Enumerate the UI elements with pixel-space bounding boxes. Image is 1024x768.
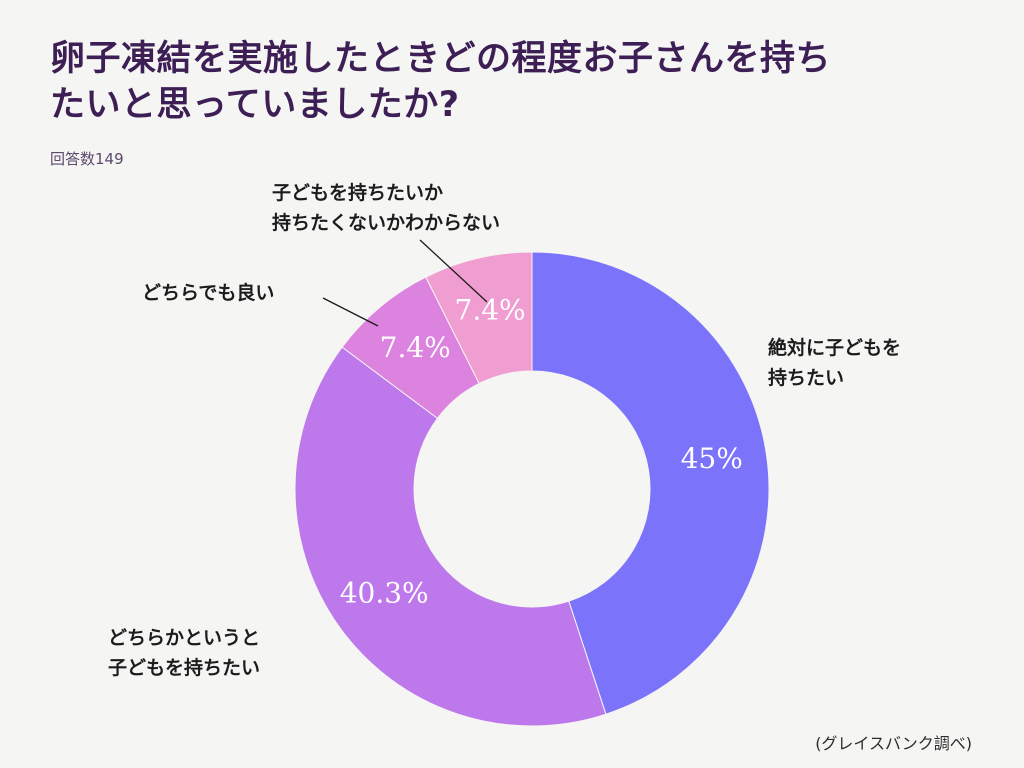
- slice-label-unsure: 子どもを持ちたいか 持ちたくないかわからない: [272, 178, 500, 238]
- slice-label-line: どちらでも良い: [142, 282, 275, 304]
- leader-line-unsure: [419, 239, 488, 303]
- title-line-2: たいと思っていましたか?: [50, 85, 460, 125]
- slice-label-line: 子どもを持ちたい: [108, 657, 261, 679]
- source-note: (グレイスバンク調べ): [815, 734, 972, 753]
- value-label-definitely-want: 45%: [681, 442, 743, 475]
- slice-label-line: どちらかというと: [108, 627, 261, 649]
- value-label-rather-want: 40.3%: [340, 577, 429, 610]
- slice-definitely-want: [531, 251, 770, 715]
- slice-label-line: 子どもを持ちたいか: [272, 182, 444, 204]
- slice-label-definitely-want: 絶対に子どもを 持ちたい: [768, 333, 901, 393]
- slice-unsure: [425, 251, 533, 385]
- slice-label-line: 持ちたい: [768, 367, 845, 389]
- value-label-unsure: 7.4%: [455, 293, 526, 326]
- chart-title: 卵子凍結を実施したときどの程度お子さんを持ち たいと思っていましたか?: [50, 36, 990, 128]
- slice-label-line: 絶対に子どもを: [768, 337, 902, 359]
- response-count: 回答数149: [50, 150, 124, 168]
- title-line-1: 卵子凍結を実施したときどの程度お子さんを持ち: [50, 39, 832, 79]
- slice-label-rather-want: どちらかというと 子どもを持ちたい: [108, 623, 260, 683]
- leader-line-either: [322, 297, 379, 327]
- slice-label-line: 持ちたくないかわからない: [272, 212, 501, 234]
- slice-label-either: どちらでも良い: [142, 278, 274, 308]
- slice-rather-want: [294, 346, 607, 727]
- value-label-either: 7.4%: [380, 331, 451, 364]
